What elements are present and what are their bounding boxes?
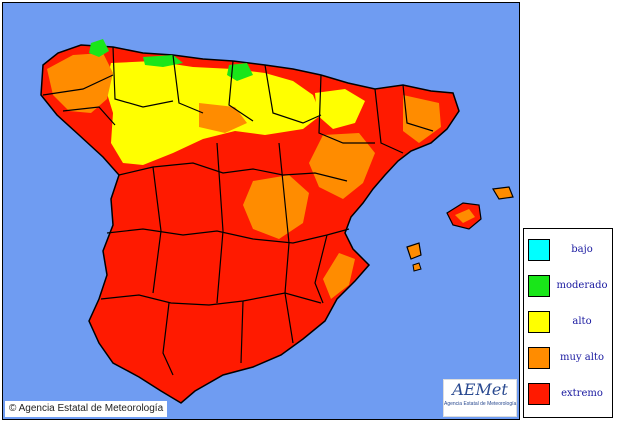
legend-item-muy-alto: muy alto (524, 341, 612, 375)
northeast-high-zone (315, 89, 365, 129)
aemet-logo: AEMet Agencia Estatal de Meteorología (443, 379, 517, 417)
legend-item-bajo: bajo (524, 233, 612, 267)
valencia-veryhigh-zone (323, 253, 355, 299)
risk-legend: bajo moderado alto muy alto extremo (523, 228, 613, 418)
legend-label-bajo: bajo (571, 244, 593, 255)
basque-moderate-zone (227, 63, 253, 81)
copyright-notice: © Agencia Estatal de Meteorología (5, 401, 168, 417)
legend-swatch-bajo (528, 239, 550, 261)
legend-swatch-moderado (528, 275, 550, 297)
ebro-veryhigh-zone (309, 133, 375, 199)
picos-moderate-zone (89, 39, 109, 57)
legend-label-muy-alto: muy alto (560, 352, 604, 363)
province-borders (42, 46, 434, 376)
legend-label-extremo: extremo (561, 388, 603, 399)
center-veryhigh-zone (243, 175, 309, 239)
legend-item-extremo: extremo (524, 377, 612, 411)
legend-item-alto: alto (524, 305, 612, 339)
map-frame: © Agencia Estatal de Meteorología AEMet … (2, 2, 520, 420)
legend-item-moderado: moderado (524, 269, 612, 303)
menorca-island (492, 186, 514, 200)
legend-swatch-alto (528, 311, 550, 333)
logo-subtitle: Agencia Estatal de Meteorología (444, 401, 517, 407)
fire-risk-map (40, 39, 514, 404)
legend-label-alto: alto (572, 316, 592, 327)
legend-label-moderado: moderado (556, 280, 608, 291)
logo-mark: AEMet (452, 380, 508, 399)
cantabric-veryhigh-zone (199, 103, 247, 133)
ibiza-island (406, 242, 422, 260)
legend-swatch-muy-alto (528, 347, 550, 369)
legend-swatch-extremo (528, 383, 550, 405)
formentera-island (412, 262, 422, 272)
galicia-veryhigh-zone (47, 53, 113, 113)
mallorca-veryhigh-zone (455, 209, 475, 223)
